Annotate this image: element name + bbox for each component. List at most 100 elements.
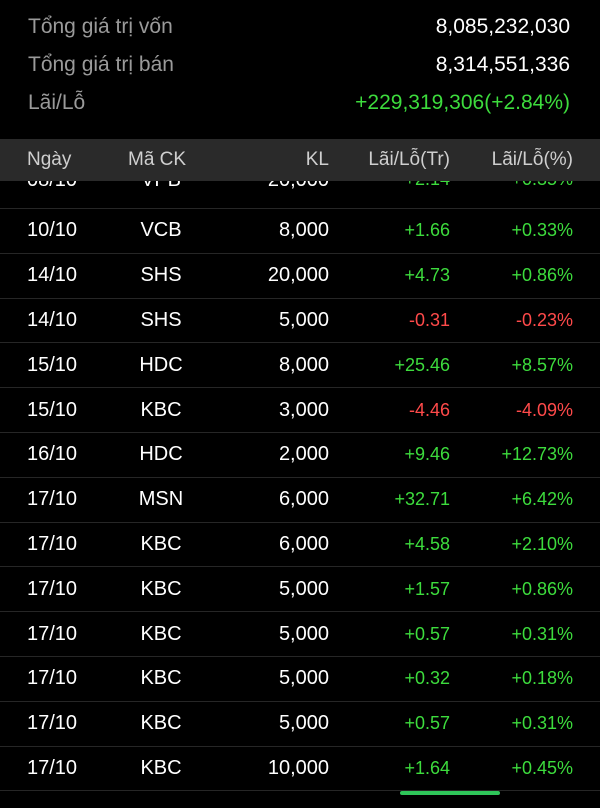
row-pl-percent: +0.33% bbox=[511, 220, 573, 241]
row-pl-percent: +0.86% bbox=[511, 578, 573, 599]
row-date: 17/10 bbox=[27, 667, 78, 690]
row-volume: 20,000 bbox=[267, 264, 329, 287]
row-pl-amount: +9.46 bbox=[404, 444, 450, 465]
row-pl-percent: -4.09% bbox=[515, 399, 573, 420]
row-symbol: HDC bbox=[139, 443, 183, 466]
header-volume[interactable]: KL bbox=[305, 149, 329, 170]
row-volume: 8,000 bbox=[278, 219, 329, 242]
row-symbol: VCB bbox=[140, 219, 182, 242]
row-pl-amount: +4.73 bbox=[404, 265, 450, 286]
table-row[interactable]: 14/10 SHS 20,000 +4.73 +0.86% bbox=[0, 254, 600, 299]
row-volume: 10,000 bbox=[267, 756, 329, 779]
table-row[interactable]: 17/10 KBC 5,000 +0.57 +0.31% bbox=[0, 612, 600, 657]
row-date: 17/10 bbox=[27, 488, 78, 511]
row-symbol: SHS bbox=[140, 308, 182, 331]
row-volume: 6,000 bbox=[278, 488, 329, 511]
table-row[interactable]: 17/10 MSN 6,000 +32.71 +6.42% bbox=[0, 478, 600, 523]
row-volume: 8,000 bbox=[278, 353, 329, 376]
row-volume: 3,000 bbox=[278, 398, 329, 421]
table-row[interactable]: 08/10 VPB 20,000 +2.14 +0.35% bbox=[0, 181, 600, 209]
row-symbol: KBC bbox=[140, 667, 182, 690]
table-row[interactable]: 16/10 HDC 2,000 +9.46 +12.73% bbox=[0, 433, 600, 478]
row-volume: 5,000 bbox=[278, 308, 329, 331]
header-symbol[interactable]: Mã CK bbox=[128, 149, 187, 170]
table-row[interactable]: 17/10 KBC 5,000 +0.32 +0.18% bbox=[0, 657, 600, 702]
table-row[interactable]: 15/10 KBC 3,000 -4.46 -4.09% bbox=[0, 388, 600, 433]
row-symbol: KBC bbox=[140, 622, 182, 645]
row-pl-amount: +1.64 bbox=[404, 757, 450, 778]
table-row[interactable]: 17/10 KBC 6,000 +4.58 +2.10% bbox=[0, 523, 600, 568]
row-pl-percent: -0.23% bbox=[515, 309, 573, 330]
row-volume: 5,000 bbox=[278, 712, 329, 735]
profit-loss-row: Lãi/Lỗ +229,319,306(+2.84%) bbox=[28, 84, 570, 122]
row-pl-amount: +2.14 bbox=[404, 181, 450, 190]
table-header: Ngày Mã CK KL Lãi/Lỗ(Tr) Lãi/Lỗ(%) bbox=[0, 139, 600, 181]
row-pl-percent: +6.42% bbox=[511, 489, 573, 510]
row-pl-percent: +0.31% bbox=[511, 623, 573, 644]
profit-loss-label: Lãi/Lỗ bbox=[28, 91, 86, 114]
table-row[interactable]: 17/10 KBC 5,000 +0.57 +0.31% bbox=[0, 702, 600, 747]
row-pl-amount: +1.66 bbox=[404, 220, 450, 241]
row-date: 15/10 bbox=[27, 353, 78, 376]
table-row[interactable]: 17/10 KBC 10,000 +1.64 +0.45% bbox=[0, 747, 600, 792]
row-symbol: KBC bbox=[140, 577, 182, 600]
row-pl-percent: +0.35% bbox=[511, 181, 573, 190]
table-row[interactable]: 17/10 KBC 5,000 +1.57 +0.86% bbox=[0, 567, 600, 613]
header-date[interactable]: Ngày bbox=[27, 149, 72, 170]
row-pl-amount: +4.58 bbox=[404, 533, 450, 554]
trade-list[interactable]: 08/10 VPB 20,000 +2.14 +0.35% 10/10 VCB 8,000 +1… bbox=[0, 181, 600, 793]
table-row[interactable]: 14/10 SHS 5,000 -0.31 -0.23% bbox=[0, 299, 600, 344]
row-date: 14/10 bbox=[27, 308, 78, 331]
row-date: 17/10 bbox=[27, 712, 78, 735]
header-pl-amount[interactable]: Lãi/Lỗ(Tr) bbox=[368, 149, 450, 170]
profit-loss-value: +229,319,306(+2.84%) bbox=[355, 91, 570, 114]
row-pl-amount: +25.46 bbox=[394, 354, 450, 375]
row-volume: 6,000 bbox=[278, 532, 329, 555]
row-pl-amount: +0.57 bbox=[404, 713, 450, 734]
row-symbol: KBC bbox=[140, 712, 182, 735]
row-volume: 5,000 bbox=[278, 577, 329, 600]
row-symbol: KBC bbox=[140, 398, 182, 421]
row-date: 17/10 bbox=[27, 577, 78, 600]
scroll-indicator bbox=[400, 791, 500, 795]
row-volume: 5,000 bbox=[278, 622, 329, 645]
row-symbol: VPB bbox=[128, 181, 194, 192]
row-date: 17/10 bbox=[27, 622, 78, 645]
row-pl-amount: +1.57 bbox=[404, 578, 450, 599]
row-pl-amount: +0.32 bbox=[404, 668, 450, 689]
sale-row: Tổng giá trị bán 8,314,551,336 bbox=[28, 46, 570, 84]
row-date: 08/10 bbox=[27, 181, 77, 192]
row-pl-percent: +0.31% bbox=[511, 713, 573, 734]
sale-value: 8,314,551,336 bbox=[435, 53, 570, 76]
row-volume: 2,000 bbox=[278, 443, 329, 466]
row-symbol: HDC bbox=[139, 353, 183, 376]
row-volume: 5,000 bbox=[278, 667, 329, 690]
row-date: 14/10 bbox=[27, 264, 78, 287]
row-pl-percent: +0.18% bbox=[511, 668, 573, 689]
capital-value: 8,085,232,030 bbox=[435, 15, 570, 38]
row-pl-amount: +0.57 bbox=[404, 623, 450, 644]
row-symbol: KBC bbox=[140, 756, 182, 779]
row-symbol: SHS bbox=[140, 264, 182, 287]
header-pl-percent[interactable]: Lãi/Lỗ(%) bbox=[491, 149, 573, 170]
row-pl-percent: +0.86% bbox=[511, 265, 573, 286]
row-pl-amount: -0.31 bbox=[408, 309, 450, 330]
row-pl-percent: +12.73% bbox=[501, 444, 573, 465]
capital-row: Tổng giá trị vốn 8,085,232,030 bbox=[28, 8, 570, 46]
row-pl-amount: -4.46 bbox=[408, 399, 450, 420]
row-symbol: KBC bbox=[140, 532, 182, 555]
capital-label: Tổng giá trị vốn bbox=[28, 15, 173, 38]
row-date: 15/10 bbox=[27, 398, 78, 421]
row-pl-percent: +0.45% bbox=[511, 757, 573, 778]
table-row[interactable]: 10/10 VCB 8,000 +1.66 +0.33% bbox=[0, 209, 600, 254]
row-volume: 20,000 bbox=[268, 181, 329, 192]
portfolio-summary: Tổng giá trị vốn 8,085,232,030 Tổng giá … bbox=[0, 8, 600, 139]
table-row[interactable]: 15/10 HDC 8,000 +25.46 +8.57% bbox=[0, 343, 600, 389]
row-date: 10/10 bbox=[27, 219, 78, 242]
row-date: 17/10 bbox=[27, 756, 78, 779]
sale-label: Tổng giá trị bán bbox=[28, 53, 174, 76]
row-pl-amount: +32.71 bbox=[394, 489, 450, 510]
row-symbol: MSN bbox=[138, 488, 184, 511]
row-pl-percent: +8.57% bbox=[511, 354, 573, 375]
row-date: 16/10 bbox=[27, 443, 78, 466]
